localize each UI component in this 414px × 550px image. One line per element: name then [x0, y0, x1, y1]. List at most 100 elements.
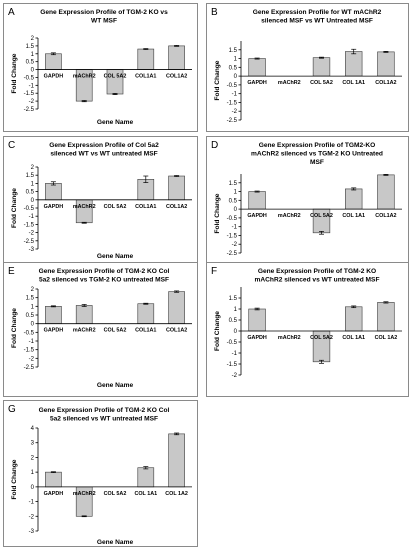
chart-svg-f: F Gene Expression Profile of TGM-2 KO mACh… — [211, 266, 402, 379]
bar-d-0 — [248, 191, 266, 210]
x-tick-label-c-1: mAChR2 — [73, 204, 96, 210]
x-axis-title-g: Gene Name — [97, 539, 134, 546]
y-tick-label-d-2: 0.5 — [229, 198, 238, 204]
x-tick-label-b-4: COL1A2 — [375, 80, 396, 86]
y-tick-label-g-4: 0 — [31, 485, 35, 491]
bar-g-3 — [137, 467, 155, 488]
x-tick-label-g-0: GAPDH — [44, 491, 64, 497]
y-tick-label-b-5: -1 — [232, 92, 238, 98]
x-tick-label-d-4: COL1A2 — [375, 213, 396, 219]
y-tick-label-b-3: 0 — [234, 74, 238, 80]
y-tick-label-b-4: -0.5 — [227, 83, 238, 89]
y-tick-label-b-7: -2 — [232, 109, 238, 115]
panel-label-c: C — [8, 140, 15, 151]
y-tick-label-e-5: -0.5 — [24, 330, 35, 336]
y-tick-label-f-4: -0.5 — [227, 340, 238, 346]
y-axis-title-g: Fold Change — [11, 459, 18, 499]
x-axis-title-e: Gene Name — [97, 382, 134, 389]
panel-c: C Gene Expression Profile of Col 5a2 silen… — [3, 136, 198, 265]
y-tick-label-e-6: -1 — [29, 339, 35, 345]
chart-title-line-d-2: MSF — [310, 159, 324, 166]
chart-svg-b: B Gene Expression Profile for WT mAChR2 si… — [211, 7, 402, 124]
x-tick-label-d-3: COL 1A1 — [342, 213, 365, 219]
x-axis-title-a: Gene Name — [97, 119, 134, 126]
x-tick-label-f-1: mAChR2 — [278, 335, 301, 341]
x-tick-label-c-2: COL 5A2 — [104, 204, 127, 210]
y-tick-label-c-10: -3 — [29, 247, 35, 253]
y-tick-label-b-8: -2.5 — [227, 118, 238, 124]
y-tick-label-a-9: -2.5 — [24, 107, 35, 113]
chart-title-line-c-0: Gene Expression Profile of Col 5a2 — [49, 142, 159, 149]
y-tick-label-g-2: 2 — [31, 455, 35, 461]
y-tick-label-e-7: -1.5 — [24, 348, 35, 354]
bar-b-4 — [377, 51, 395, 77]
panel-a: A Gene Expression Profile of TGM-2 KO vs W… — [3, 3, 198, 132]
y-tick-label-d-8: -2.5 — [227, 251, 238, 257]
chart-title-line-f-1: mAChR2 silenced vs WT untreated MSF — [255, 277, 380, 284]
chart-title-line-b-1: silenced MSF vs WT Untreated MSF — [261, 18, 373, 25]
bar-d-4 — [377, 174, 395, 210]
bar-c-0 — [45, 183, 62, 201]
chart-title-line-f-0: Gene Expression Profile of TGM-2 KO — [258, 268, 376, 275]
y-tick-label-e-4: 0 — [31, 322, 35, 328]
x-tick-label-f-3: COL 1A1 — [342, 335, 365, 341]
y-tick-label-c-9: -2.5 — [24, 239, 35, 245]
y-tick-label-f-1: 1 — [234, 307, 238, 313]
x-tick-label-b-0: GAPDH — [247, 80, 267, 86]
panel-label-a: A — [8, 7, 15, 18]
y-tick-label-a-5: -0.5 — [24, 75, 35, 81]
x-tick-label-a-1: mAChR2 — [73, 74, 96, 80]
bar-a-3 — [137, 48, 155, 70]
y-tick-label-c-7: -1.5 — [24, 222, 35, 228]
y-tick-label-a-3: 0.5 — [26, 60, 35, 66]
x-tick-label-e-2: COL 5A2 — [104, 328, 127, 334]
bar-e-0 — [45, 306, 62, 324]
bar-f-3 — [345, 306, 363, 332]
y-tick-label-a-0: 2 — [31, 36, 35, 42]
y-tick-label-b-0: 1.5 — [229, 48, 238, 54]
bar-e-1 — [75, 305, 93, 324]
panel-label-g: G — [8, 404, 16, 415]
y-tick-label-c-4: 0 — [31, 198, 35, 204]
x-tick-label-d-1: mAChR2 — [278, 213, 301, 219]
x-tick-label-a-3: COL1A1 — [135, 74, 156, 80]
x-tick-label-e-4: COL1A2 — [166, 328, 187, 334]
y-tick-label-c-0: 2 — [31, 165, 35, 171]
panel-label-f: F — [211, 266, 217, 277]
y-tick-label-c-3: 0.5 — [26, 190, 35, 196]
y-tick-label-c-8: -2 — [29, 231, 35, 237]
panel-label-b: B — [211, 7, 218, 18]
bar-e-3 — [137, 303, 155, 324]
x-tick-label-b-1: mAChR2 — [278, 80, 301, 86]
chart-title-line-g-0: Gene Expression Profile of TGM-2 KO Col — [39, 407, 170, 414]
x-tick-label-f-0: GAPDH — [247, 335, 267, 341]
panel-label-d: D — [211, 140, 218, 151]
panel-b: B Gene Expression Profile for WT mAChR2 si… — [206, 3, 409, 132]
y-tick-label-f-5: -1 — [232, 351, 238, 357]
x-tick-label-e-3: COL1A1 — [135, 328, 156, 334]
y-tick-label-g-6: -2 — [29, 514, 35, 520]
panel-g: G Gene Expression Profile of TGM-2 KO Col… — [3, 400, 198, 547]
y-tick-label-e-0: 2 — [31, 287, 35, 293]
bar-a-0 — [45, 53, 62, 70]
y-axis-title-a: Fold Change — [11, 53, 18, 93]
bar-g-4 — [168, 433, 185, 488]
x-tick-label-b-3: COL 1A1 — [342, 80, 365, 86]
bar-f-4 — [377, 302, 395, 332]
y-tick-label-e-2: 1 — [31, 304, 35, 310]
y-tick-label-c-6: -1 — [29, 214, 35, 220]
x-tick-label-e-0: GAPDH — [44, 328, 64, 334]
x-tick-label-g-4: COL 1A2 — [165, 491, 188, 497]
y-tick-label-f-2: 0.5 — [229, 318, 238, 324]
x-tick-label-c-4: COL1A2 — [166, 204, 187, 210]
x-tick-label-a-4: COL1A2 — [166, 74, 187, 80]
y-tick-label-c-5: -0.5 — [24, 206, 35, 212]
x-tick-label-e-1: mAChR2 — [73, 328, 96, 334]
bar-f-0 — [248, 308, 266, 332]
y-axis-title-e: Fold Change — [11, 308, 18, 348]
y-tick-label-d-7: -2 — [232, 242, 238, 248]
y-tick-label-a-2: 1 — [31, 52, 35, 58]
y-axis-title-c: Fold Change — [11, 188, 18, 228]
y-tick-label-g-3: 1 — [31, 470, 35, 476]
y-tick-label-b-1: 1 — [234, 57, 238, 63]
